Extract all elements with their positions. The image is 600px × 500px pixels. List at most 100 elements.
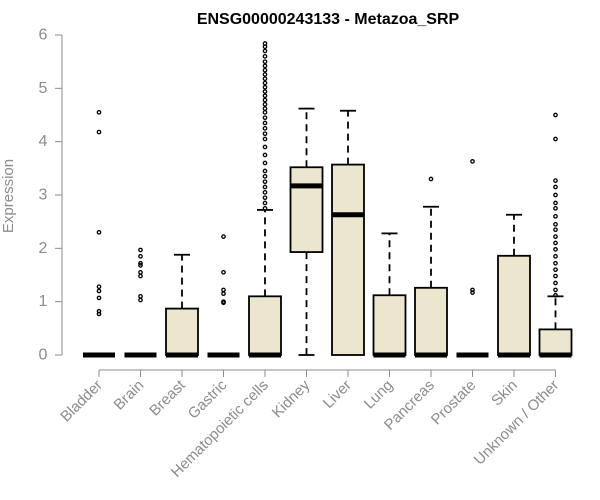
outlier-point — [553, 184, 558, 190]
outlier-point — [262, 125, 268, 131]
x-tick-label: Liver — [320, 377, 355, 412]
outlier-point — [553, 260, 558, 266]
outlier-point — [262, 120, 268, 126]
x-tick-label: Lung — [361, 377, 397, 413]
box-group — [124, 247, 157, 358]
outlier-point — [262, 205, 268, 211]
outlier-point — [553, 267, 558, 273]
outlier-point — [553, 178, 558, 183]
x-tick-label: Brain — [111, 377, 148, 414]
y-tick-label: 3 — [39, 187, 48, 204]
outlier-point — [553, 221, 558, 227]
outlier-point — [221, 291, 226, 297]
outlier-point — [96, 229, 102, 235]
outlier-point — [138, 260, 143, 266]
outlier-point — [138, 293, 143, 299]
x-tick-label: Breast — [146, 376, 189, 419]
outlier-point — [96, 129, 102, 135]
outlier-point — [262, 76, 268, 82]
outlier-point — [262, 200, 268, 206]
box-group — [248, 41, 282, 358]
outlier-point — [553, 247, 558, 252]
outlier-point — [553, 253, 558, 259]
chart-title: ENSG00000243133 - Metazoa_SRP — [197, 11, 460, 28]
outlier-point — [96, 308, 102, 314]
y-tick-label: 4 — [39, 133, 48, 150]
outlier-point — [138, 263, 143, 268]
x-tick-label: Bladder — [57, 377, 106, 426]
box-group — [456, 159, 489, 358]
y-tick-label: 0 — [39, 347, 48, 364]
outlier-point — [262, 93, 268, 99]
x-tick-label: Kidney — [269, 376, 314, 421]
outlier-point — [262, 173, 268, 179]
outlier-point — [262, 80, 268, 86]
box-group — [165, 253, 199, 358]
x-tick-label: Skin — [488, 377, 521, 410]
outlier-point — [553, 200, 558, 206]
outlier-point — [138, 269, 143, 275]
box-group — [497, 213, 531, 358]
y-tick-label: 6 — [39, 27, 48, 44]
outlier-point — [262, 179, 268, 185]
outlier-point — [553, 287, 558, 293]
y-axis-label: Expression — [0, 159, 17, 233]
box-group — [538, 112, 573, 358]
outlier-point — [262, 189, 268, 195]
outlier-point — [96, 284, 102, 290]
box-group — [372, 232, 407, 358]
box — [414, 286, 448, 356]
box-group — [331, 109, 365, 356]
outlier-point — [262, 109, 268, 115]
outlier-point — [262, 48, 268, 54]
outlier-point — [262, 106, 268, 111]
outlier-point — [428, 176, 434, 182]
outlier-point — [262, 195, 268, 201]
x-tick-label: Prostate — [428, 377, 480, 429]
outlier-point — [553, 240, 558, 246]
outlier-point — [553, 273, 558, 279]
box — [538, 328, 573, 356]
outlier-point — [262, 59, 268, 65]
plot-area — [83, 41, 573, 358]
outlier-point — [262, 160, 268, 166]
box — [497, 254, 531, 356]
outlier-point — [262, 89, 268, 94]
outlier-point — [262, 131, 268, 137]
outlier-point — [138, 253, 143, 259]
outlier-point — [262, 168, 268, 174]
outlier-point — [262, 152, 268, 158]
outlier-point — [138, 297, 143, 303]
outlier-point — [221, 234, 226, 239]
outlier-point — [553, 227, 558, 233]
outlier-point — [553, 112, 558, 118]
outlier-point — [96, 311, 102, 317]
outlier-point — [553, 280, 558, 286]
outlier-point — [262, 72, 268, 77]
outlier-point — [96, 288, 102, 294]
outlier-point — [221, 287, 226, 293]
outlier-point — [470, 287, 475, 293]
y-tick-label: 5 — [39, 80, 48, 97]
outlier-point — [262, 63, 268, 69]
outlier-point — [553, 213, 558, 219]
outlier-point — [553, 234, 558, 239]
outlier-point — [553, 292, 558, 298]
outlier-point — [262, 136, 268, 142]
outlier-point — [221, 269, 226, 275]
outlier-point — [262, 41, 268, 46]
outlier-point — [262, 53, 268, 59]
outlier-point — [96, 109, 102, 115]
outlier-point — [96, 295, 102, 301]
outlier-point — [262, 97, 268, 103]
y-axis: 0 1 2 3 4 5 6 — [39, 27, 63, 364]
box — [372, 294, 407, 356]
outlier-point — [138, 247, 143, 253]
y-tick-label: 1 — [39, 293, 48, 310]
y-tick-label: 2 — [39, 240, 48, 257]
box-group — [289, 107, 324, 356]
outlier-point — [262, 144, 268, 150]
outlier-point — [470, 290, 475, 295]
